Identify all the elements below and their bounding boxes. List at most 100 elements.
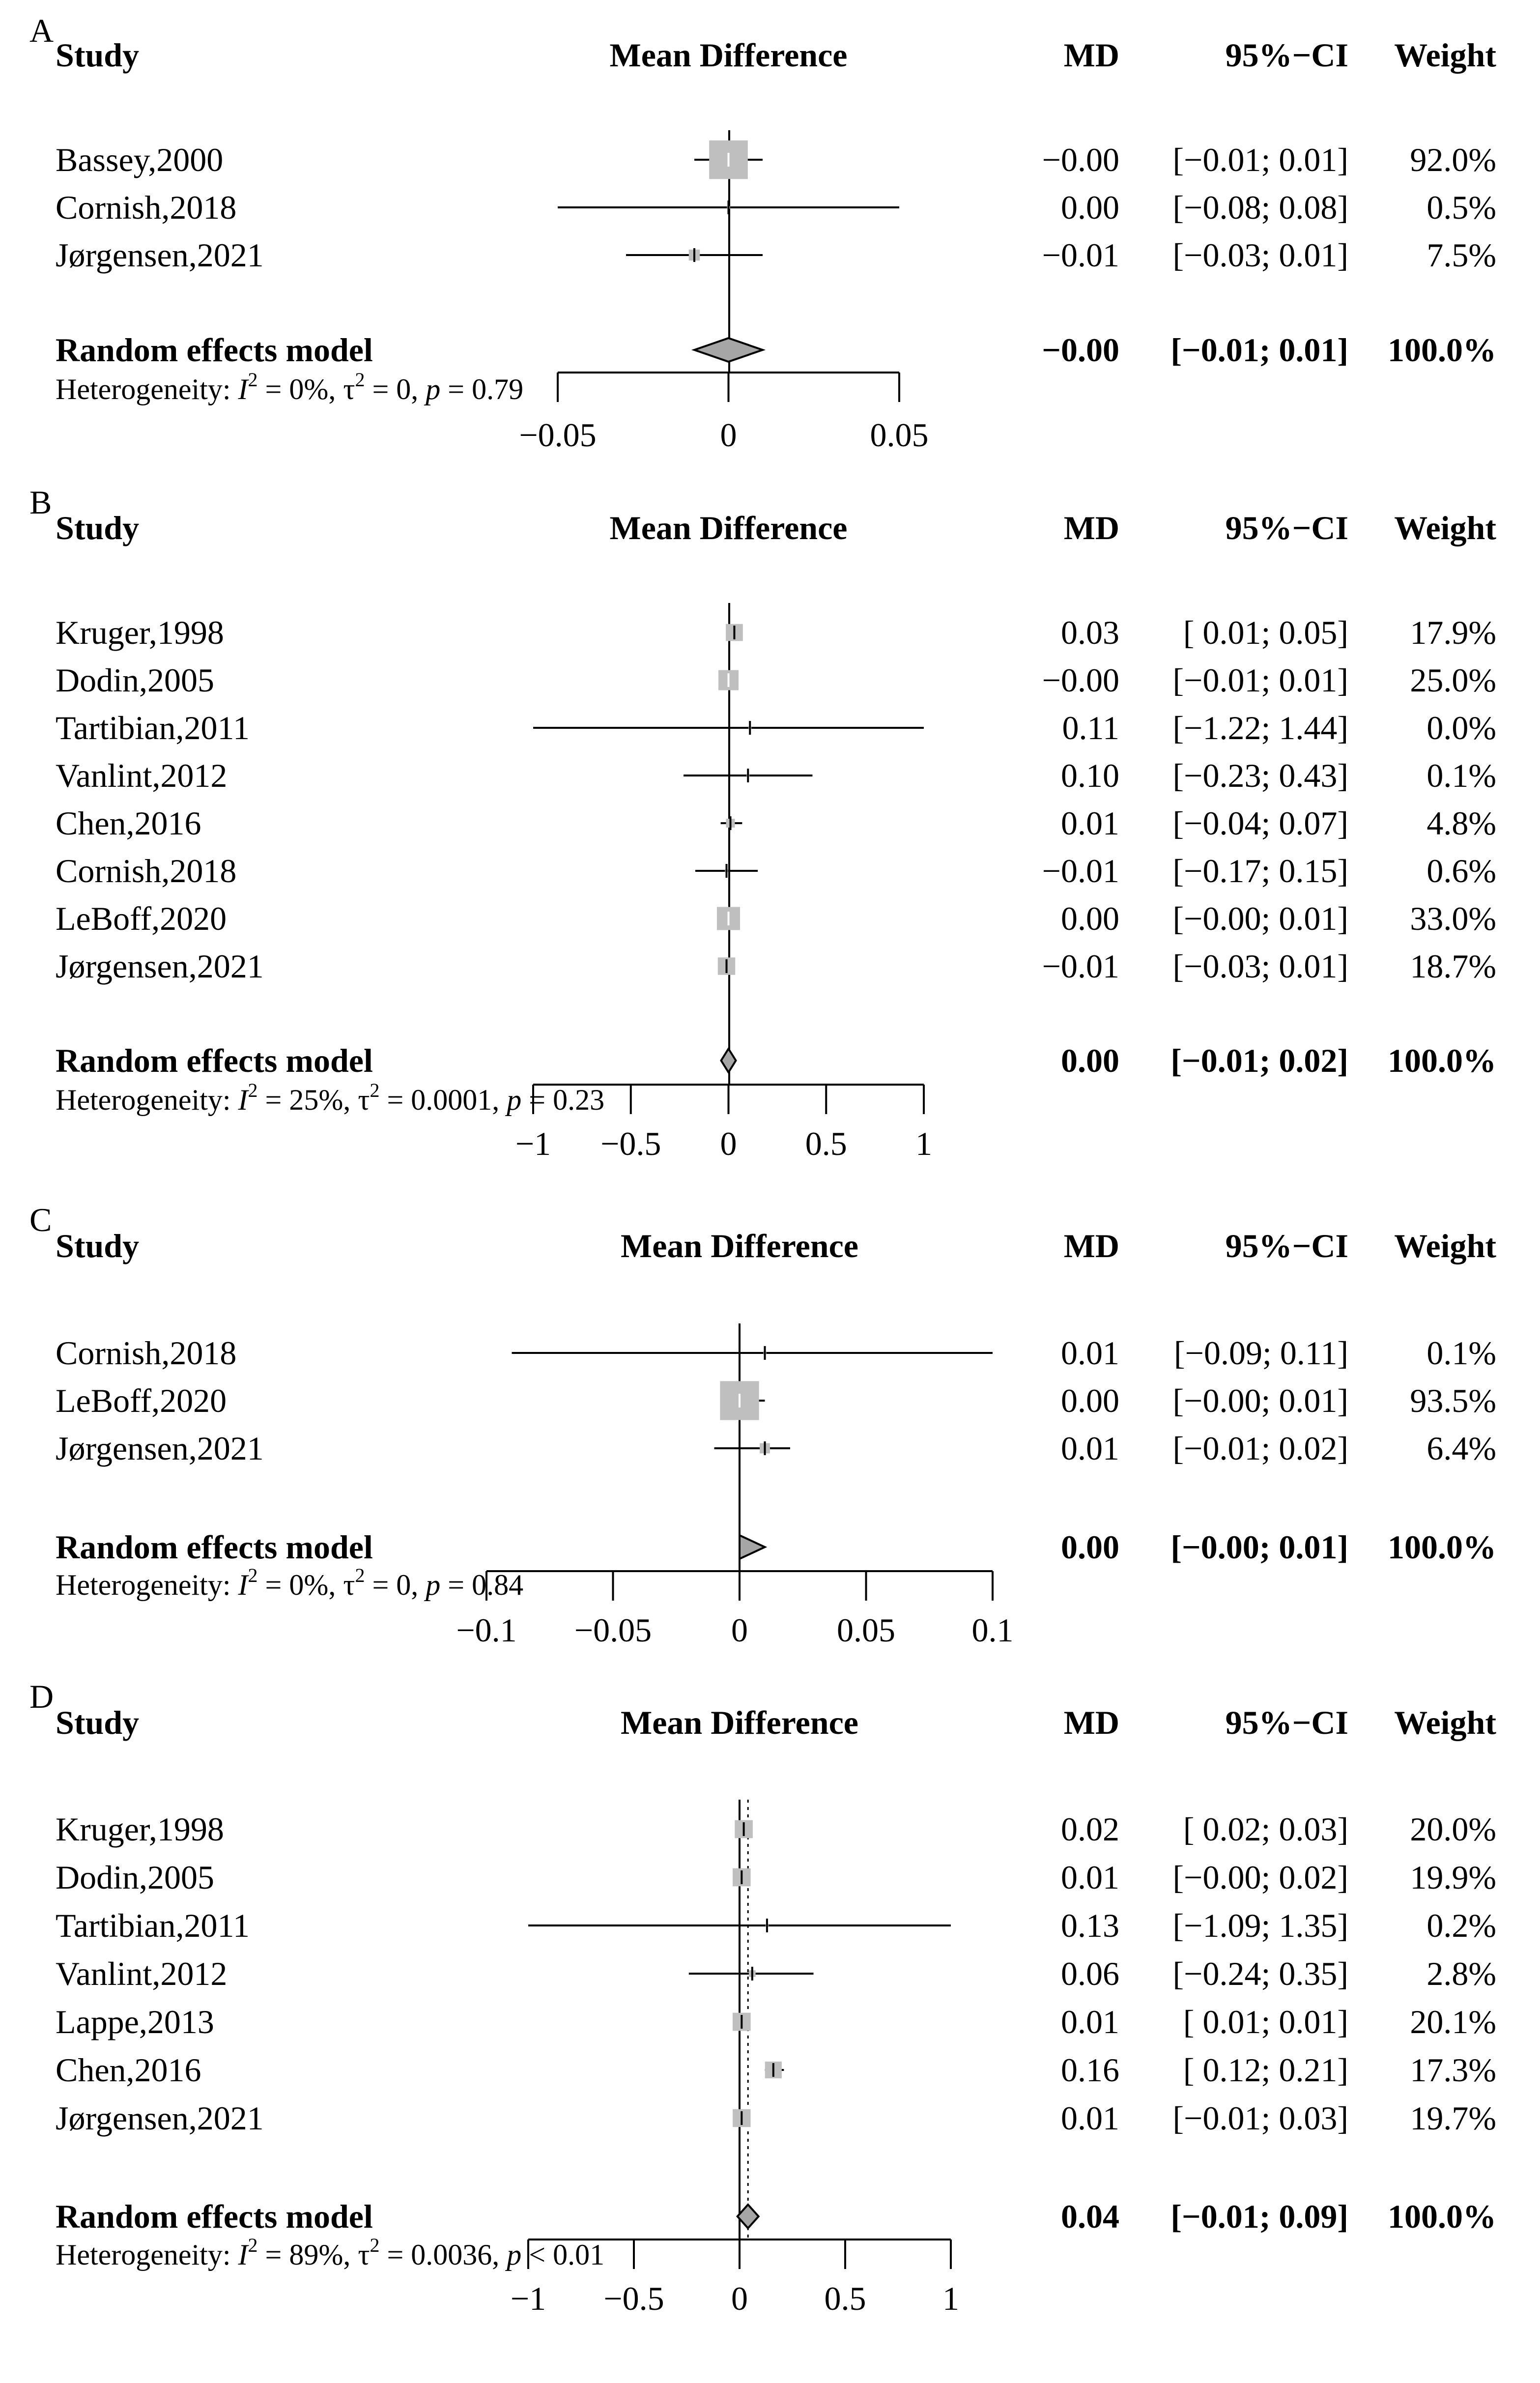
x-tick-label: 0.1 (972, 1611, 1014, 1649)
pooled-name: Random effects model (56, 1528, 373, 1566)
study-weight: 0.1% (1426, 757, 1496, 794)
study-ci: [−0.03; 0.01] (1172, 236, 1348, 274)
pooled-md: 0.04 (1061, 2198, 1119, 2235)
study-ci: [−0.08; 0.08] (1172, 189, 1348, 226)
pooled-ci: [−0.01; 0.01] (1170, 331, 1348, 369)
study-md: 0.03 (1061, 614, 1119, 651)
header-mean-difference: Mean Difference (621, 1704, 858, 1741)
x-tick-label: −1 (511, 2280, 546, 2317)
study-md: −0.00 (1042, 661, 1119, 699)
study-ci: [−0.03; 0.01] (1172, 947, 1348, 985)
study-name: Cornish,2018 (56, 852, 236, 890)
study-name: Jørgensen,2021 (56, 1430, 264, 1467)
pooled-weight: 100.0% (1388, 1042, 1496, 1079)
heterogeneity-stats: Heterogeneity: I2 = 89%, τ2 = 0.0036, p … (56, 2234, 604, 2271)
study-md: 0.01 (1061, 804, 1119, 842)
study-weight: 6.4% (1426, 1430, 1496, 1467)
x-axis: −1 −0.5 0 0.5 1 (511, 2239, 959, 2317)
x-tick-label: 0 (731, 2280, 748, 2317)
pooled-weight: 100.0% (1388, 331, 1496, 369)
study-weight: 17.9% (1410, 614, 1496, 651)
pooled-name: Random effects model (56, 1042, 373, 1079)
study-weight: 18.7% (1410, 947, 1496, 985)
study-md: −0.01 (1042, 236, 1119, 274)
study-md: −0.00 (1042, 141, 1119, 178)
study-weight: 20.1% (1410, 2003, 1496, 2040)
study-name: Tartibian,2011 (56, 1907, 250, 1944)
study-weight: 0.6% (1426, 852, 1496, 890)
pooled-md: 0.00 (1061, 1042, 1119, 1079)
header-weight: Weight (1394, 1704, 1496, 1741)
pooled-diamond (736, 2203, 760, 2230)
x-tick-label: 0.05 (870, 416, 929, 454)
x-tick-label: −1 (515, 1125, 551, 1162)
study-ci: [ 0.01; 0.05] (1183, 614, 1348, 651)
study-ci: [−0.01; 0.01] (1172, 141, 1348, 178)
header-md: MD (1064, 509, 1119, 546)
x-tick-label: −0.1 (456, 1611, 516, 1649)
panel-label: B (29, 484, 52, 521)
study-md: 0.11 (1062, 709, 1119, 746)
study-md: 0.13 (1061, 1907, 1119, 1944)
study-weight: 4.8% (1426, 804, 1496, 842)
x-tick-label: 0 (731, 1611, 748, 1649)
study-md: 0.02 (1061, 1810, 1119, 1848)
study-name: Chen,2016 (56, 2051, 201, 2089)
x-tick-label: 0.05 (837, 1611, 895, 1649)
header-md: MD (1064, 36, 1119, 74)
pooled-name: Random effects model (56, 2198, 373, 2235)
header-weight: Weight (1394, 509, 1496, 546)
pooled-ci: [−0.01; 0.09] (1170, 2198, 1348, 2235)
x-tick-label: −0.5 (603, 2280, 664, 2317)
x-tick-label: 0 (720, 416, 737, 454)
study-name: Lappe,2013 (56, 2003, 214, 2040)
study-ci: [−1.09; 1.35] (1172, 1907, 1348, 1944)
header-study: Study (56, 509, 139, 546)
header-weight: Weight (1394, 36, 1496, 74)
study-name: Kruger,1998 (56, 1810, 224, 1848)
study-name: Vanlint,2012 (56, 757, 227, 794)
study-ci: [−0.01; 0.01] (1172, 661, 1348, 699)
pooled-diamond (691, 337, 766, 363)
study-weight: 17.3% (1410, 2051, 1496, 2089)
pooled-weight: 100.0% (1388, 2198, 1496, 2235)
study-name: Dodin,2005 (56, 661, 214, 699)
study-ci: [ 0.01; 0.01] (1183, 2003, 1348, 2040)
header-md: MD (1064, 1227, 1119, 1264)
study-md: 0.01 (1061, 1859, 1119, 1896)
study-weight: 19.7% (1410, 2099, 1496, 2137)
header-mean-difference: Mean Difference (610, 509, 848, 546)
study-ci: [−0.24; 0.35] (1172, 1955, 1348, 1992)
study-md: 0.01 (1061, 2003, 1119, 2040)
header-ci: 95%−CI (1226, 509, 1348, 546)
x-tick-label: 0.5 (805, 1125, 847, 1162)
header-study: Study (56, 1704, 139, 1741)
study-weight: 7.5% (1426, 236, 1496, 274)
study-weight: 0.2% (1426, 1907, 1496, 1944)
x-axis: −1 −0.5 0 0.5 1 (515, 1084, 932, 1162)
study-name: Jørgensen,2021 (56, 2099, 264, 2137)
study-name: Cornish,2018 (56, 1334, 236, 1372)
x-tick-label: 0 (720, 1125, 737, 1162)
x-tick-label: −0.5 (600, 1125, 661, 1162)
study-weight: 0.5% (1426, 189, 1496, 226)
study-ci: [−0.01; 0.02] (1172, 1430, 1348, 1467)
study-md: 0.01 (1061, 1334, 1119, 1372)
pooled-md: −0.00 (1042, 331, 1119, 369)
study-weight: 19.9% (1410, 1859, 1496, 1896)
x-tick-label: 1 (915, 1125, 932, 1162)
study-ci: [ 0.02; 0.03] (1183, 1810, 1348, 1848)
study-md: 0.00 (1061, 1382, 1119, 1419)
header-ci: 95%−CI (1226, 1704, 1348, 1741)
pooled-md: 0.00 (1061, 1528, 1119, 1566)
study-md: 0.16 (1061, 2051, 1119, 2089)
study-name: Tartibian,2011 (56, 709, 250, 746)
x-tick-label: −0.05 (574, 1611, 652, 1649)
pooled-diamond (739, 1533, 768, 1561)
study-md: 0.00 (1061, 189, 1119, 226)
x-axis: −0.1 −0.05 0 0.05 0.1 (456, 1570, 1014, 1649)
